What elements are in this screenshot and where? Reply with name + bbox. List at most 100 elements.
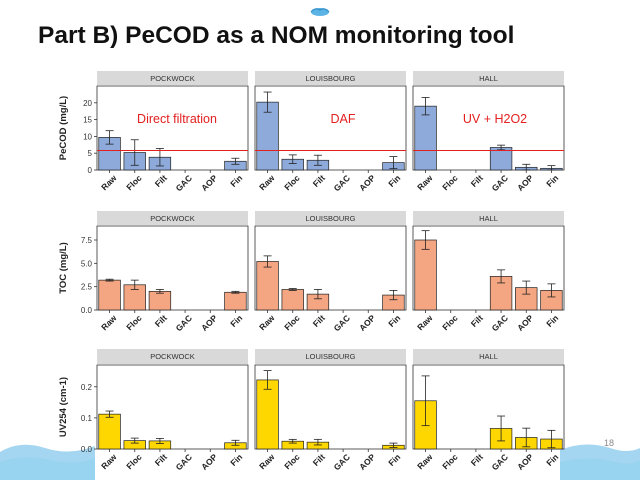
plot-area [254,85,407,171]
x-tick-label: Raw [257,313,277,333]
x-tick-label: GAC [332,173,352,193]
x-tick-label: GAC [174,313,194,333]
x-tick-label: Fin [544,313,560,329]
panel-strip [413,349,564,364]
bar-raw [414,239,437,311]
x-tick-label: Fin [386,173,402,189]
panel-strip [255,71,406,85]
x-tick-label: Fin [386,313,402,329]
x-tick-label: Raw [99,173,119,193]
slide-title: Part B) PeCOD as a NOM monitoring tool [38,22,515,49]
x-tick-label: Filt [311,313,327,329]
panel-strip [97,211,248,225]
x-tick-label: Raw [257,173,277,193]
x-tick-label: Floc [124,173,144,193]
x-tick-label: Filt [153,313,169,329]
x-tick-label: AOP [199,313,219,333]
x-tick-label: Fin [544,452,560,468]
x-tick-label: Raw [415,173,435,193]
plot-area [412,225,565,311]
x-tick-label: Floc [440,173,460,193]
panel-title: LOUISBOURG [305,74,355,83]
water-wave-decoration [0,444,640,480]
x-tick-label: AOP [357,173,377,193]
panel-hall: HALL Raw Floc Filt GAC AOP Fin [412,211,565,333]
y-tick-label: 0.2 [81,383,93,392]
x-tick-label: GAC [332,313,352,333]
page-number: 18 [604,438,615,448]
x-tick-label: AOP [515,452,535,472]
y-tick-label: 2.5 [81,283,93,292]
x-tick-label: Fin [228,452,244,468]
x-tick-label: AOP [357,313,377,333]
plot-area [96,85,249,171]
panel-strip [413,211,564,225]
panel-title: POCKWOCK [150,352,195,361]
panel-hall: HALL Raw Floc Filt GAC AOP Fin [412,349,565,472]
panel-strip [97,71,248,85]
panel-louisbourg: LOUISBOURG Raw Floc Filt GAC AOP Fin [254,211,407,333]
y-axis-label: TOC (mg/L) [58,242,69,294]
x-tick-label: Fin [386,452,402,468]
chart-row-1: PeCOD (mg/L) 0 5 10 15 20 POCKWOCK Direct filtr… [58,71,565,193]
panel-pockwock: POCKWOCK Raw Floc Filt GAC AOP Fin [96,349,249,472]
plot-area [412,85,565,171]
bar-fin [224,291,247,311]
panel-annotation: DAF [331,112,356,126]
plot-area [96,364,249,450]
x-tick-label: AOP [515,313,535,333]
panel-title: POCKWOCK [150,214,195,223]
x-tick-label: Filt [153,452,169,468]
y-tick-label: 5.0 [81,259,93,268]
plot-area [254,364,407,450]
plot-area [254,225,407,311]
y-axis-label: UV254 (cm-1) [58,377,69,437]
panel-title: POCKWOCK [150,74,195,83]
x-tick-label: Floc [440,452,460,472]
wave-left-light [0,457,95,480]
x-tick-label: Filt [153,173,169,189]
panel-title: LOUISBOURG [305,352,355,361]
x-tick-label: Raw [415,452,435,472]
x-tick-label: Fin [544,173,560,189]
x-tick-label: GAC [490,452,510,472]
y-tick-label: 15 [83,116,92,125]
x-tick-label: Filt [311,452,327,468]
y-tick-label: 5 [88,149,93,158]
x-tick-label: Floc [124,452,144,472]
plot-area [412,364,565,450]
bar-filt [148,290,172,311]
x-tick-label: Floc [282,452,302,472]
x-tick-label: Filt [469,173,485,189]
x-tick-label: Filt [311,173,327,189]
x-tick-label: GAC [174,452,194,472]
water-drop-logo-icon [310,8,330,16]
x-tick-label: Raw [99,313,119,333]
panel-title: HALL [479,352,498,361]
bar-raw [256,261,279,311]
plot-area [96,225,249,311]
wave-right-light [560,458,640,480]
x-tick-label: AOP [199,452,219,472]
y-tick-label: 0.1 [81,414,93,423]
panel-louisbourg: LOUISBOURG Raw Floc Filt GAC AOP Fin [254,349,407,472]
x-tick-label: Raw [99,452,119,472]
x-tick-label: Raw [415,313,435,333]
bar-raw [256,379,279,450]
y-tick-label: 0.0 [81,306,93,315]
x-tick-label: Floc [282,313,302,333]
x-tick-label: Floc [282,173,302,193]
panel-strip [413,71,564,85]
x-tick-label: AOP [515,173,535,193]
x-tick-label: GAC [490,313,510,333]
bar-raw [98,279,121,311]
panel-hall: HALL UV + H2O2 Raw Floc Filt GAC AOP Fin [412,71,565,193]
panel-strip [97,349,248,364]
chart-area: PeCOD (mg/L) 0 5 10 15 20 POCKWOCK Direct filtr… [58,71,565,472]
x-tick-label: Fin [228,313,244,329]
x-tick-label: AOP [199,173,219,193]
x-tick-label: Filt [469,313,485,329]
